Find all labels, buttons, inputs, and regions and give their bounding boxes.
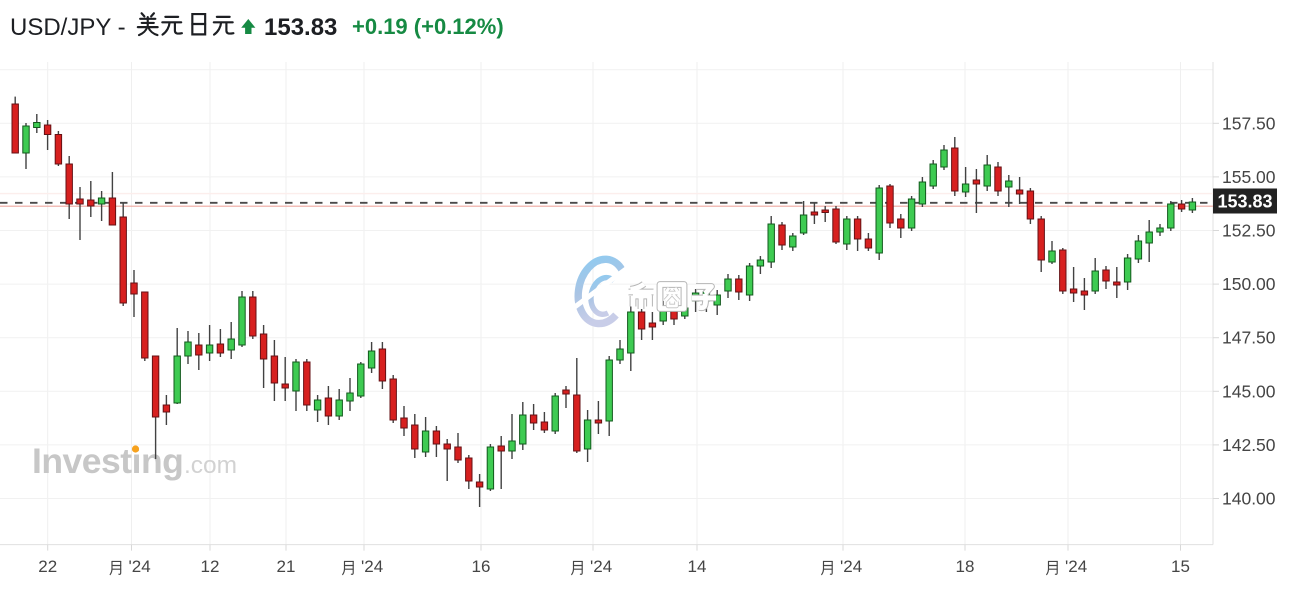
svg-text:'24: '24: [840, 557, 862, 576]
svg-text:153.83: 153.83: [264, 14, 337, 41]
svg-text:152.50: 152.50: [1222, 221, 1276, 241]
svg-text:145.00: 145.00: [1222, 381, 1276, 401]
svg-text:14: 14: [688, 557, 707, 576]
svg-text:155.00: 155.00: [1222, 167, 1276, 187]
svg-text:140.00: 140.00: [1222, 489, 1276, 509]
svg-text:157.50: 157.50: [1222, 113, 1276, 133]
svg-text:142.50: 142.50: [1222, 435, 1276, 455]
svg-text:12: 12: [201, 557, 220, 576]
svg-text:+0.19 (+0.12%): +0.19 (+0.12%): [352, 14, 504, 39]
svg-text:.com: .com: [184, 452, 237, 479]
svg-text:'24: '24: [361, 557, 383, 576]
svg-text:15: 15: [1171, 557, 1190, 576]
svg-text:16: 16: [472, 557, 491, 576]
svg-text:'24: '24: [590, 557, 612, 576]
svg-text:147.50: 147.50: [1222, 328, 1276, 348]
svg-text:Investing: Investing: [32, 441, 183, 481]
svg-text:'24: '24: [1065, 557, 1087, 576]
svg-text:150.00: 150.00: [1222, 274, 1276, 294]
svg-text:'24: '24: [129, 557, 151, 576]
svg-text:22: 22: [38, 557, 57, 576]
svg-text:21: 21: [277, 557, 296, 576]
svg-text:USD/JPY -: USD/JPY -: [10, 14, 126, 41]
svg-text:153.83: 153.83: [1217, 192, 1272, 212]
svg-text:18: 18: [956, 557, 975, 576]
